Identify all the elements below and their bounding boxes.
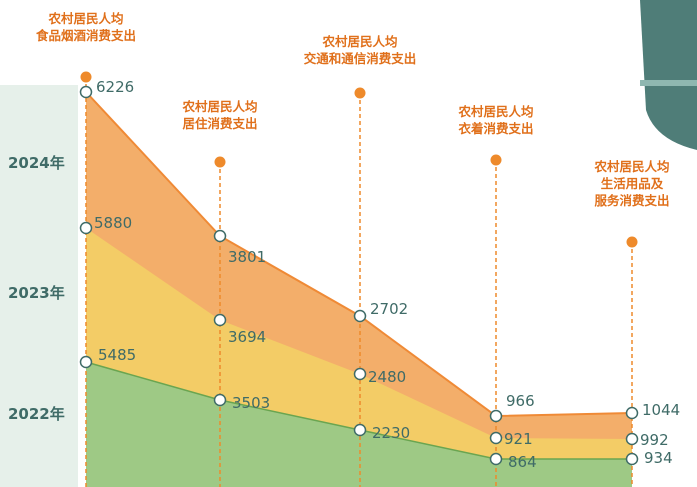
data-point bbox=[353, 309, 367, 323]
data-label: 5485 bbox=[98, 346, 137, 364]
data-label: 864 bbox=[508, 453, 537, 471]
data-label: 6226 bbox=[96, 78, 135, 96]
data-point bbox=[353, 367, 367, 381]
data-label: 5880 bbox=[94, 214, 133, 232]
data-label: 2230 bbox=[372, 424, 411, 442]
data-point bbox=[79, 85, 93, 99]
series-label: 2024年 bbox=[8, 154, 65, 172]
data-label: 934 bbox=[644, 449, 673, 467]
category-label: 农村居民人均 居住消费支出 bbox=[182, 99, 258, 131]
data-label: 3694 bbox=[228, 328, 267, 346]
data-point bbox=[489, 409, 503, 423]
data-point bbox=[353, 423, 367, 437]
category-marker-dot bbox=[214, 156, 226, 168]
category-label: 农村居民人均 交通和通信消费支出 bbox=[303, 34, 417, 66]
data-point bbox=[625, 452, 639, 466]
data-label: 2480 bbox=[368, 368, 407, 386]
category-label: 农村居民人均 食品烟酒消费支出 bbox=[35, 11, 136, 43]
data-point bbox=[213, 313, 227, 327]
data-label: 2702 bbox=[370, 300, 409, 318]
data-label: 3503 bbox=[232, 394, 271, 412]
data-point bbox=[489, 431, 503, 445]
data-label: 966 bbox=[506, 392, 535, 410]
area-2022年 bbox=[86, 362, 632, 487]
year-axis-background bbox=[0, 85, 78, 487]
series-label: 2022年 bbox=[8, 405, 65, 423]
data-label: 992 bbox=[640, 431, 669, 449]
category-marker-dot bbox=[80, 71, 92, 83]
data-point bbox=[489, 452, 503, 466]
data-point bbox=[79, 221, 93, 235]
data-point bbox=[79, 355, 93, 369]
data-label: 1044 bbox=[642, 401, 681, 419]
category-label: 农村居民人均 生活用品及 服务消费支出 bbox=[594, 159, 670, 208]
data-point bbox=[625, 406, 639, 420]
category-marker-dot bbox=[626, 236, 638, 248]
series-label: 2023年 bbox=[8, 284, 65, 302]
corner-decoration-stripe bbox=[640, 80, 697, 86]
data-label: 921 bbox=[504, 430, 533, 448]
data-point bbox=[213, 393, 227, 407]
category-marker-dot bbox=[490, 154, 502, 166]
data-point bbox=[213, 229, 227, 243]
category-label: 农村居民人均 衣着消费支出 bbox=[458, 104, 534, 136]
data-point bbox=[625, 432, 639, 446]
category-marker-dot bbox=[354, 87, 366, 99]
corner-decoration bbox=[640, 0, 697, 150]
data-label: 3801 bbox=[228, 248, 267, 266]
